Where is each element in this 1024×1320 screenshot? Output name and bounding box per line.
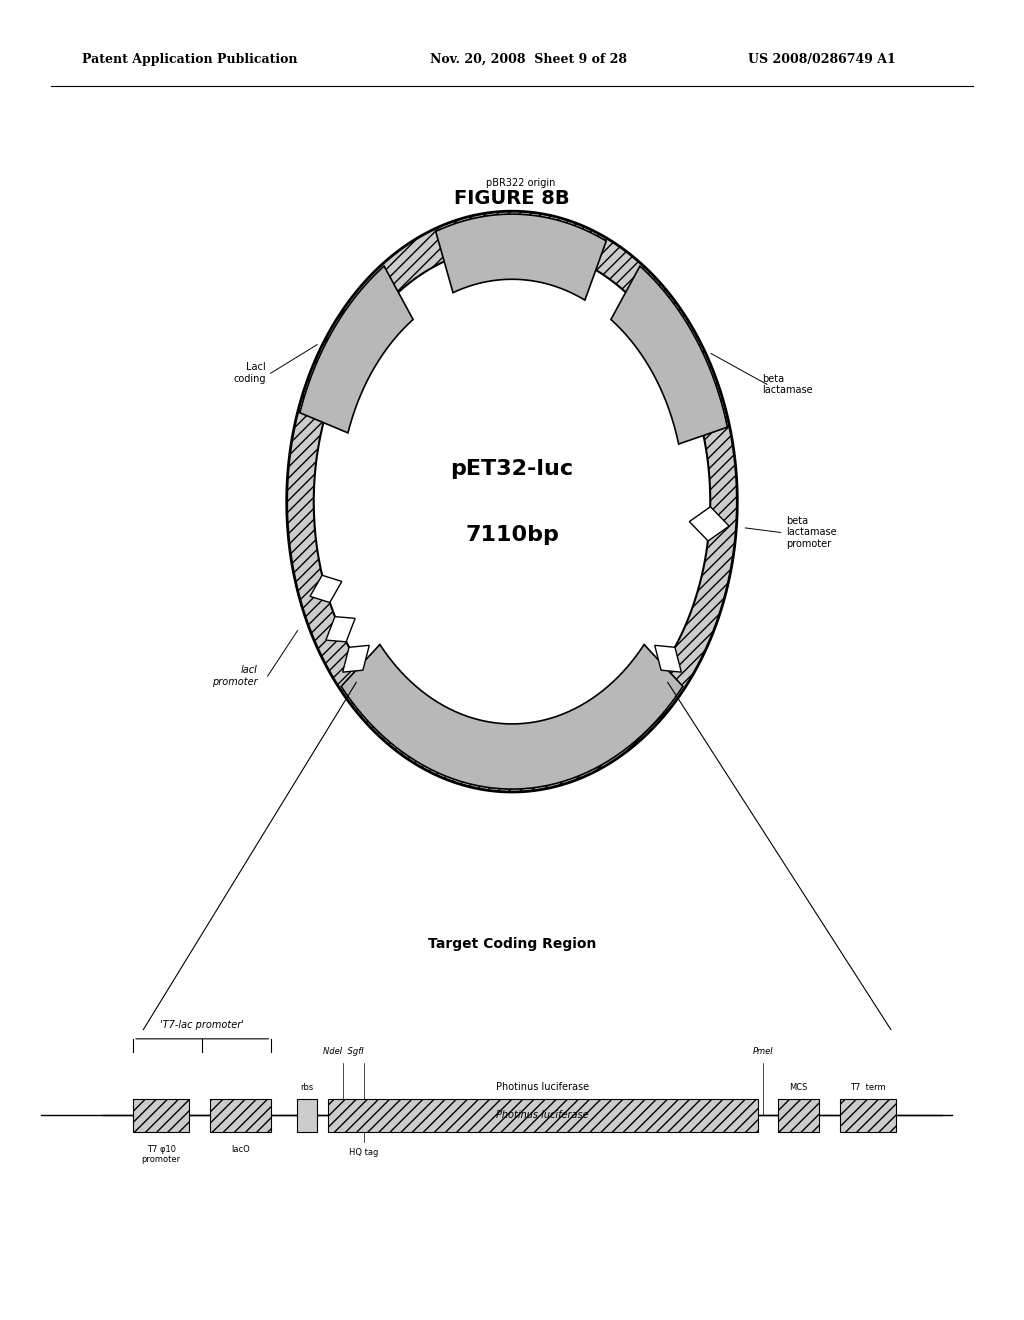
Text: Photinus luciferase: Photinus luciferase <box>497 1110 589 1121</box>
Text: Nov. 20, 2008  Sheet 9 of 28: Nov. 20, 2008 Sheet 9 of 28 <box>430 53 627 66</box>
Text: 7110bp: 7110bp <box>465 524 559 545</box>
Polygon shape <box>313 246 711 758</box>
Text: T7 φ10
promoter: T7 φ10 promoter <box>141 1146 181 1164</box>
Text: US 2008/0286749 A1: US 2008/0286749 A1 <box>748 53 895 66</box>
Text: MCS: MCS <box>790 1084 808 1093</box>
FancyBboxPatch shape <box>840 1098 896 1133</box>
Polygon shape <box>343 645 370 672</box>
Polygon shape <box>287 211 737 792</box>
FancyBboxPatch shape <box>297 1098 317 1133</box>
Text: beta
lactamase: beta lactamase <box>762 374 812 395</box>
Text: lacO: lacO <box>231 1146 250 1154</box>
Text: 'T7-lac promoter': 'T7-lac promoter' <box>161 1019 244 1030</box>
Text: Photinus luciferase: Photinus luciferase <box>497 1082 589 1093</box>
Polygon shape <box>326 616 355 642</box>
Text: Patent Application Publication: Patent Application Publication <box>82 53 297 66</box>
Text: Target Coding Region: Target Coding Region <box>428 937 596 950</box>
FancyBboxPatch shape <box>133 1098 189 1133</box>
Text: HQ tag: HQ tag <box>349 1148 378 1156</box>
Polygon shape <box>341 644 683 789</box>
Text: pET32-luc: pET32-luc <box>451 458 573 479</box>
Text: beta
lactamase
promoter: beta lactamase promoter <box>785 516 837 549</box>
Polygon shape <box>654 645 681 672</box>
FancyBboxPatch shape <box>328 1098 758 1133</box>
Text: pBR322 origin: pBR322 origin <box>485 178 555 189</box>
Text: NdeI  SgfI: NdeI SgfI <box>323 1047 364 1056</box>
Polygon shape <box>310 576 342 602</box>
Polygon shape <box>689 507 729 541</box>
Text: lacI
promoter: lacI promoter <box>212 665 257 686</box>
Text: rbs: rbs <box>301 1084 313 1093</box>
Text: PmeI: PmeI <box>753 1047 773 1056</box>
FancyBboxPatch shape <box>210 1098 271 1133</box>
Text: T7  term: T7 term <box>850 1084 886 1093</box>
Polygon shape <box>611 267 727 444</box>
Polygon shape <box>436 214 606 300</box>
Polygon shape <box>300 267 413 433</box>
FancyBboxPatch shape <box>778 1098 819 1133</box>
Text: FIGURE 8B: FIGURE 8B <box>455 189 569 207</box>
Text: LacI
coding: LacI coding <box>233 363 265 384</box>
